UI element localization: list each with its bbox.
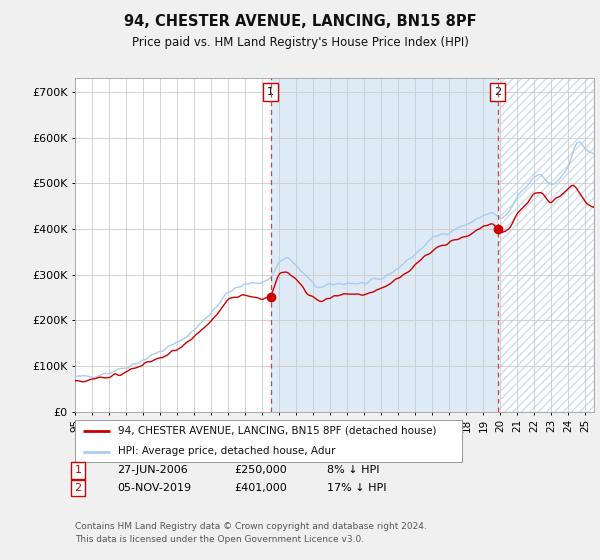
Text: 27-JUN-2006: 27-JUN-2006 (117, 465, 188, 475)
Text: This data is licensed under the Open Government Licence v3.0.: This data is licensed under the Open Gov… (75, 535, 364, 544)
Text: £401,000: £401,000 (234, 483, 287, 493)
Text: 1: 1 (74, 465, 82, 475)
Text: 17% ↓ HPI: 17% ↓ HPI (327, 483, 386, 493)
Text: £250,000: £250,000 (234, 465, 287, 475)
Text: 1: 1 (267, 87, 274, 97)
Text: 2: 2 (494, 87, 501, 97)
Text: 2: 2 (74, 483, 82, 493)
Text: 94, CHESTER AVENUE, LANCING, BN15 8PF: 94, CHESTER AVENUE, LANCING, BN15 8PF (124, 14, 476, 29)
Text: Contains HM Land Registry data © Crown copyright and database right 2024.: Contains HM Land Registry data © Crown c… (75, 522, 427, 531)
Text: 94, CHESTER AVENUE, LANCING, BN15 8PF (detached house): 94, CHESTER AVENUE, LANCING, BN15 8PF (d… (118, 426, 436, 436)
Bar (497, 78, 594, 412)
Bar (271, 78, 497, 412)
Text: 05-NOV-2019: 05-NOV-2019 (117, 483, 191, 493)
Text: 8% ↓ HPI: 8% ↓ HPI (327, 465, 380, 475)
Text: Price paid vs. HM Land Registry's House Price Index (HPI): Price paid vs. HM Land Registry's House … (131, 36, 469, 49)
Text: HPI: Average price, detached house, Adur: HPI: Average price, detached house, Adur (118, 446, 335, 456)
